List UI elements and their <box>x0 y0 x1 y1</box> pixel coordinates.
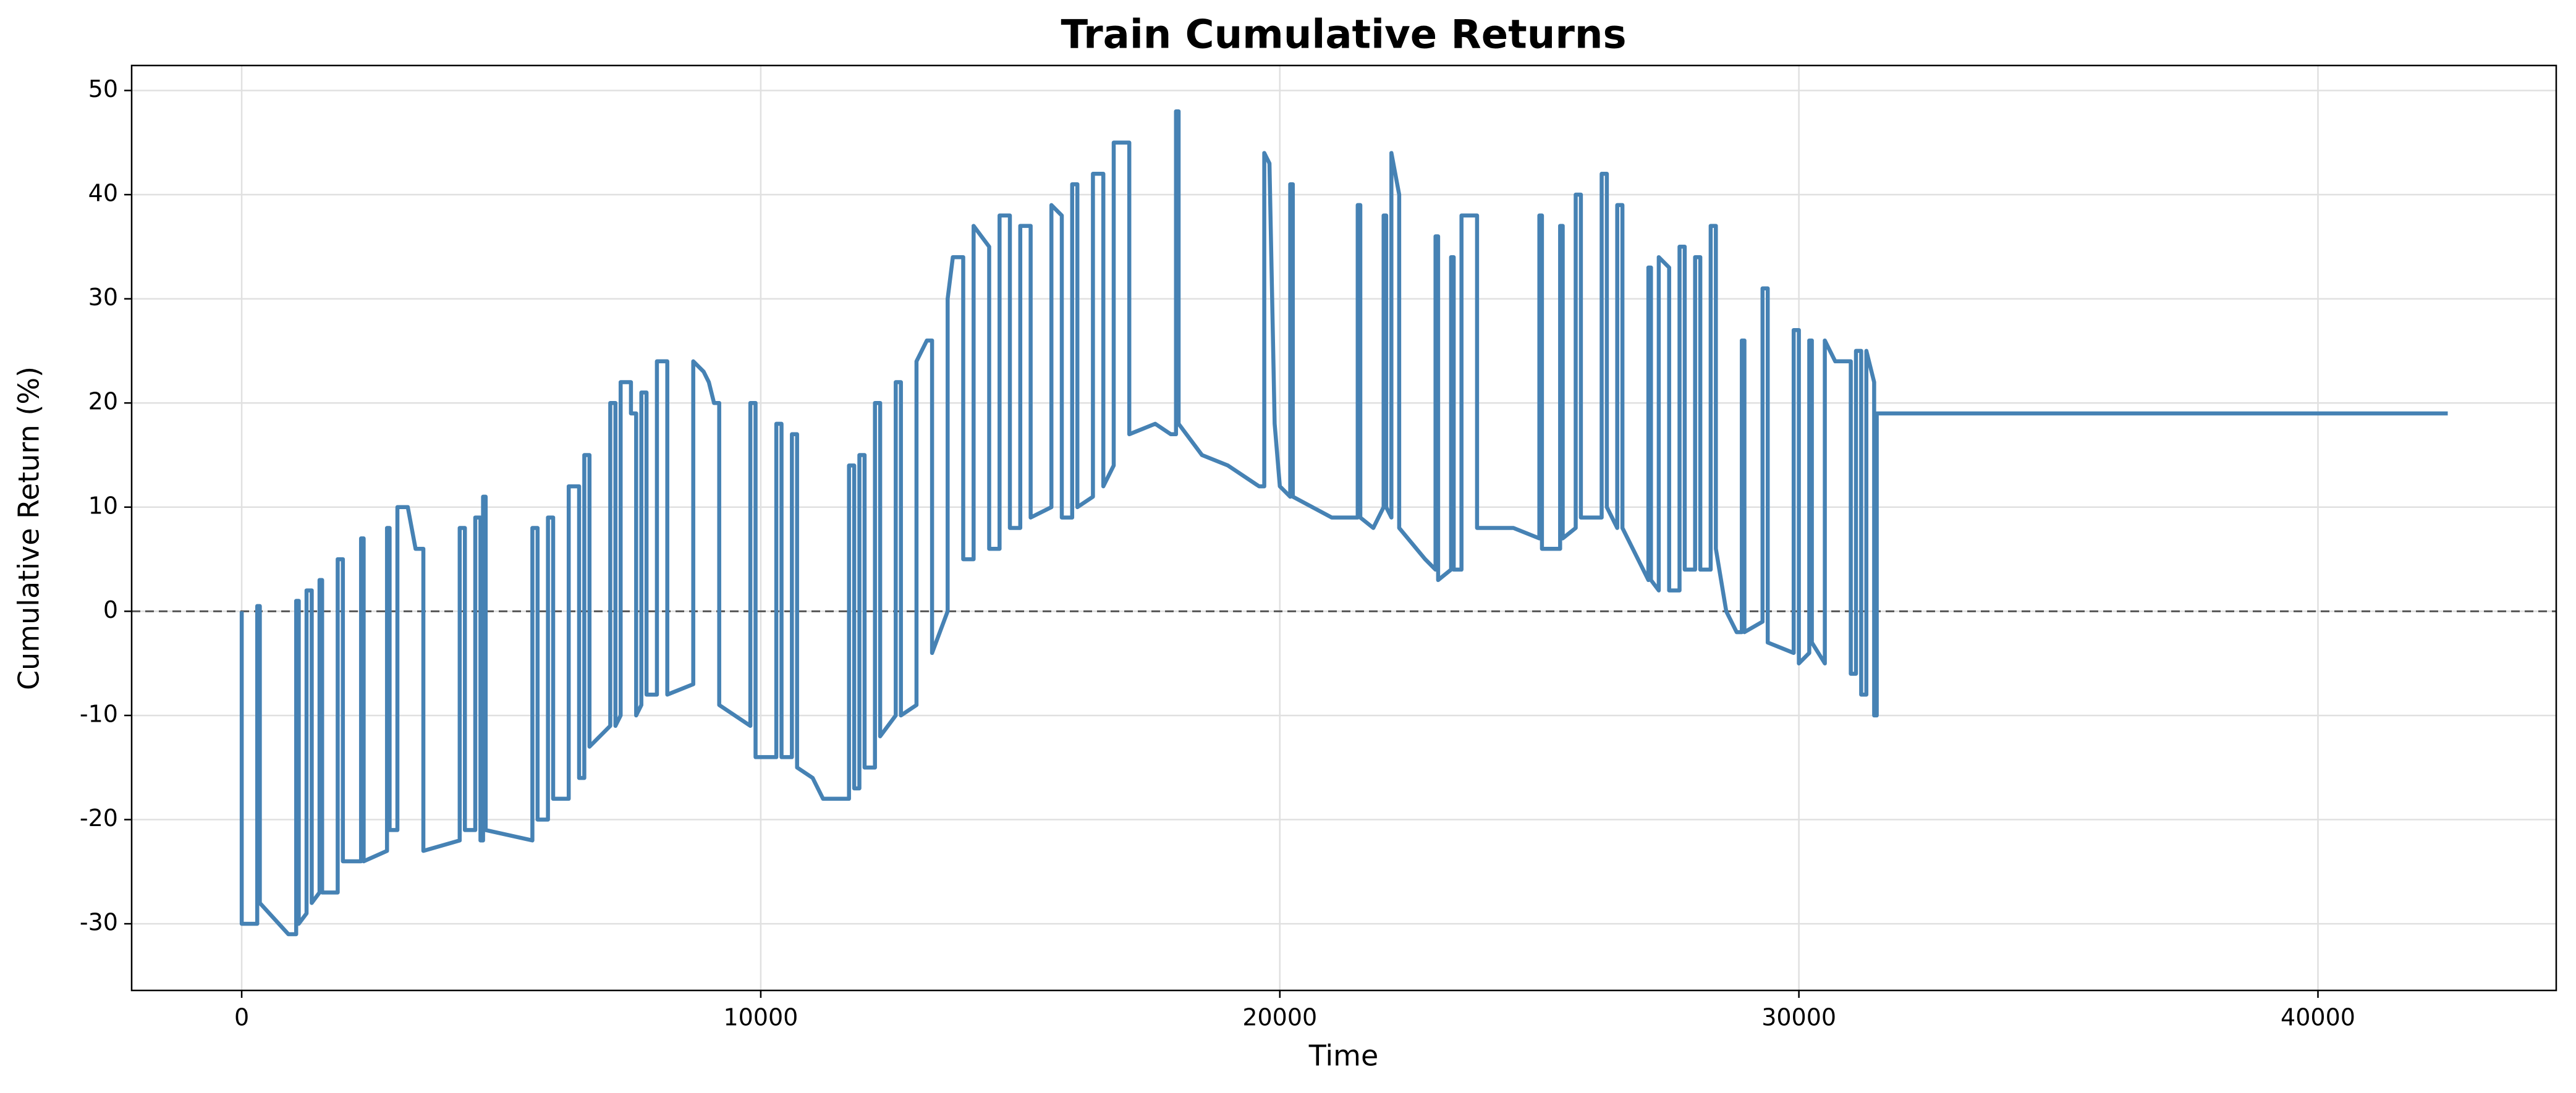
y-tick-label: 30 <box>88 284 118 311</box>
y-tick-label: 50 <box>88 75 118 103</box>
y-tick-label: 20 <box>88 388 118 415</box>
y-tick-label: -30 <box>80 909 118 936</box>
x-axis-label: Time <box>1308 1039 1379 1073</box>
y-tick-label: 10 <box>88 492 118 519</box>
x-tick-label: 40000 <box>2281 1004 2355 1031</box>
y-tick-label: -20 <box>80 804 118 832</box>
plot-frame <box>130 64 2557 992</box>
x-tick-label: 10000 <box>723 1004 798 1031</box>
data-line <box>239 109 2448 937</box>
y-tick-label: 0 <box>103 596 118 623</box>
chart-title: Train Cumulative Returns <box>1061 12 1626 58</box>
y-axis-label: Cumulative Return (%) <box>12 366 46 690</box>
y-tick-label: 40 <box>88 180 118 207</box>
x-tick-label: 30000 <box>1761 1004 1836 1031</box>
x-tick-label: 0 <box>234 1004 249 1031</box>
y-tick-label: -10 <box>80 700 118 727</box>
x-tick-label: 20000 <box>1242 1004 1317 1031</box>
